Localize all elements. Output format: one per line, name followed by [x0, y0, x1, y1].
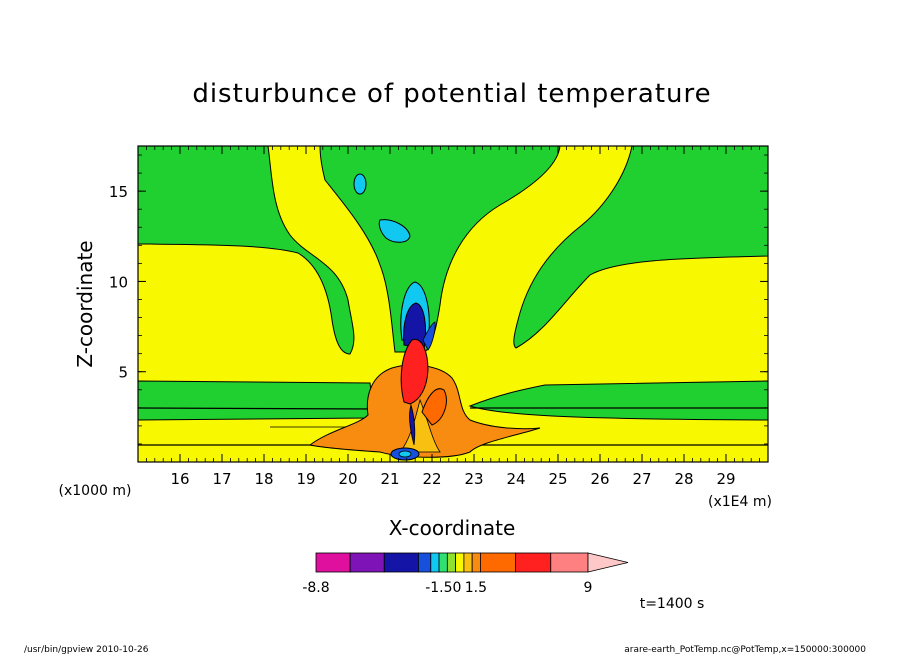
colorbar-swatch — [515, 552, 552, 573]
colorbar-swatch — [446, 552, 457, 573]
footer-left: /usr/bin/gpview 2010-10-26 — [24, 645, 149, 654]
colorbar-swatch — [455, 552, 465, 573]
x-tick-label: 26 — [590, 470, 609, 488]
contour-positive-red-lower — [421, 388, 447, 426]
footer-right: arare-earth_PotTemp.nc@PotTemp,x=150000:… — [624, 645, 866, 654]
colorbar-extend-arrow — [587, 552, 629, 573]
colorbar-swatch — [417, 552, 432, 573]
contour-negative-blob — [353, 173, 367, 195]
colorbar-swatch — [480, 552, 517, 573]
x-tick-label: 27 — [632, 470, 651, 488]
x-axis-unit: (x1E4 m) — [708, 494, 772, 510]
colorbar-swatch — [463, 552, 473, 573]
chart-title: disturbunce of potential temperature — [192, 79, 711, 109]
contour-negative-blue-stripe — [422, 321, 436, 351]
x-tick-label: 25 — [548, 470, 567, 488]
contour-negative-blob — [378, 219, 411, 243]
contour-negative-filament — [409, 403, 416, 446]
colorbar-swatch — [383, 552, 419, 573]
contour-negative-left — [138, 146, 355, 355]
x-tick-label: 29 — [716, 470, 735, 488]
y-tick-label: 10 — [109, 273, 128, 291]
x-tick-label: 20 — [338, 470, 357, 488]
colorbar-label: -1.50 — [425, 580, 461, 596]
contour-positive-red — [400, 338, 429, 405]
colorbar: -8.8 -1.50 1.5 9 — [302, 552, 629, 596]
x-tick-label: 24 — [506, 470, 525, 488]
time-label: t=1400 s — [640, 596, 705, 612]
x-tick-label: 22 — [422, 470, 441, 488]
x-tick-label: 28 — [674, 470, 693, 488]
colorbar-swatch — [349, 552, 385, 573]
x-tick-label: 23 — [464, 470, 483, 488]
colorbar-swatch — [471, 552, 481, 573]
y-tick-label: 15 — [109, 183, 128, 201]
colorbar-swatch — [430, 552, 440, 573]
plot-frame — [137, 145, 769, 463]
colorbar-swatch — [315, 552, 351, 573]
colorbar-label: -8.8 — [302, 580, 329, 596]
contour-line — [138, 407, 381, 410]
x-tick-label: 18 — [254, 470, 273, 488]
plot-area — [138, 146, 768, 462]
contour-negative-bottom-core — [398, 450, 412, 458]
y-axis-label: Z-coordinate — [73, 240, 97, 367]
x-tick-label: 21 — [380, 470, 399, 488]
y-tick-label: 5 — [118, 364, 128, 382]
y-axis: 5 10 15 — [109, 154, 768, 445]
contour-negative-right — [513, 146, 768, 349]
contour-positive-lightorange — [399, 398, 441, 453]
contour-negative-lowband — [138, 380, 372, 421]
contour-negative-lowband-right — [468, 380, 768, 421]
x-axis-label: X-coordinate — [389, 516, 516, 540]
y-axis-unit: (x1000 m) — [59, 483, 132, 499]
x-tick-label: 19 — [296, 470, 315, 488]
colorbar-swatch — [550, 552, 589, 573]
x-tick-label: 16 — [170, 470, 189, 488]
colorbar-swatch — [438, 552, 448, 573]
x-axis: 16 17 18 19 20 21 22 23 24 25 26 27 28 29 — [137, 146, 769, 488]
colorbar-label: 1.5 — [465, 580, 487, 596]
x-tick-label: 17 — [212, 470, 231, 488]
colorbar-label: 9 — [584, 580, 593, 596]
